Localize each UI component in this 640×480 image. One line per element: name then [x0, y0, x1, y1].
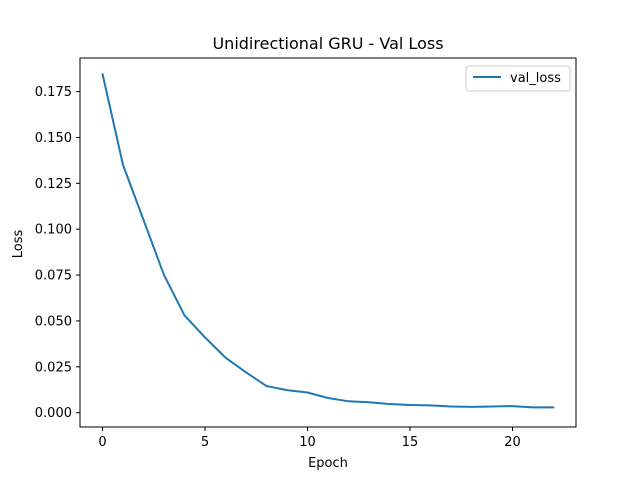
legend: val_loss: [465, 65, 571, 92]
x-axis-label: Epoch: [308, 456, 348, 471]
x-tick-label-3: 15: [402, 435, 419, 450]
y-tick-label-4: 0.100: [35, 223, 72, 238]
y-tick-label-1: 0.025: [35, 360, 72, 375]
plot-frame: [79, 57, 577, 428]
legend-box: [465, 65, 571, 92]
y-tick-label-3: 0.075: [35, 269, 72, 284]
y-tick-label-0: 0.000: [35, 406, 72, 421]
x-tick-label-1: 5: [201, 435, 209, 450]
plot-area: 0 5 10 15 20 0.000 0.025 0.050 0.075 0.100 0.125 0.…: [35, 57, 577, 450]
x-tick-label-2: 10: [299, 435, 316, 450]
y-tick-label-7: 0.175: [35, 85, 72, 100]
legend-label-val-loss: val_loss: [510, 71, 561, 86]
y-tick-label-2: 0.050: [35, 314, 72, 329]
chart-title: Unidirectional GRU - Val Loss: [212, 34, 443, 53]
val-loss-series-line: [101, 73, 555, 409]
x-tick-label-4: 20: [504, 435, 521, 450]
y-axis-label: Loss: [11, 230, 26, 259]
x-tick-label-0: 0: [98, 435, 106, 450]
y-tick-label-6: 0.150: [35, 131, 72, 146]
y-tick-label-5: 0.125: [35, 177, 72, 192]
